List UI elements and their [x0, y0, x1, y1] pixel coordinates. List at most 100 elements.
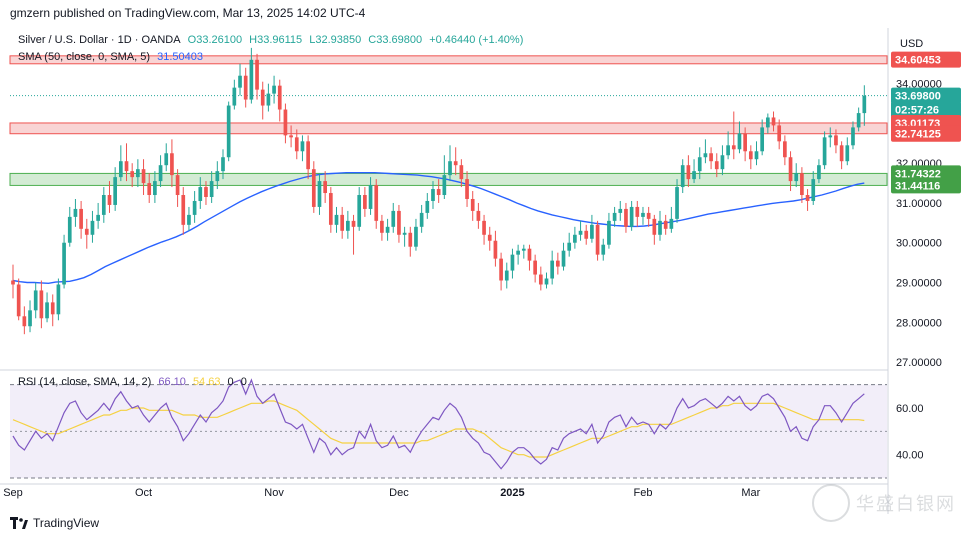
rsi-legend-value: 66.10: [158, 376, 186, 388]
candle-body: [419, 212, 424, 227]
candle-body: [624, 208, 628, 227]
candle-body: [629, 206, 634, 227]
candle-body: [90, 220, 95, 235]
candle-body: [584, 230, 589, 239]
candle-body: [760, 127, 765, 152]
candle-body: [141, 169, 146, 184]
candle-body: [726, 145, 730, 156]
price-label-support: 31.74322: [895, 168, 941, 180]
candle-body: [720, 155, 725, 170]
candle-body: [805, 195, 810, 201]
candle-body: [402, 232, 407, 235]
candle-body: [783, 141, 787, 158]
candle-body: [334, 214, 339, 225]
candle-body: [499, 258, 503, 281]
candle-body: [130, 171, 135, 178]
candle-body: [294, 137, 299, 152]
candle-body: [249, 59, 254, 100]
ohlc-low: L32.93850: [309, 34, 362, 46]
y-tick-label: 28.00000: [896, 317, 942, 329]
x-tick-label: Sep: [3, 487, 23, 499]
candle-body: [618, 208, 623, 213]
rsi-legend[interactable]: RSI (14, close, SMA, 14, 2) 66.10 54.63 …: [18, 376, 251, 388]
symbol-legend: Silver / U.S. Dollar · 1D · OANDA O33.26…: [18, 34, 527, 46]
zone-resistance-0: [9, 55, 888, 65]
candle-body: [39, 290, 44, 319]
sma-line: [12, 172, 865, 285]
candle-body: [311, 169, 316, 207]
candle-body: [714, 161, 719, 170]
candle-body: [147, 183, 152, 196]
candle-body: [306, 141, 310, 170]
candle-body: [431, 189, 435, 201]
y-tick-label: 30.00000: [896, 238, 942, 250]
x-tick-label: Dec: [389, 487, 409, 499]
candle-body: [538, 274, 543, 285]
price-label-resistance: 34.60453: [895, 55, 941, 67]
candle-body: [641, 212, 645, 217]
x-tick-label: Nov: [264, 487, 284, 499]
candle-body: [453, 161, 458, 166]
candle-body: [209, 181, 214, 197]
candle-body: [374, 185, 379, 221]
candle-body: [351, 220, 356, 227]
candle-body: [158, 165, 163, 182]
candle-body: [731, 145, 736, 150]
currency-label[interactable]: USD: [900, 38, 924, 50]
tradingview-logo-icon: [10, 517, 28, 529]
candle-body: [663, 220, 668, 229]
price-label-resistance-bg: [891, 51, 961, 68]
publisher-line: gmzern published on TradingView.com, Mar…: [10, 6, 366, 20]
candle-body: [397, 210, 401, 235]
candle-body: [521, 248, 526, 251]
candle-body: [862, 95, 867, 114]
candle-body: [323, 181, 327, 194]
ohlc-change: +0.46440 (+1.40%): [429, 34, 524, 46]
candle-body: [743, 133, 747, 152]
sma-legend[interactable]: SMA (50, close, 0, SMA, 5) 31.50403: [18, 51, 207, 63]
candle-body: [340, 214, 345, 231]
candle-body: [550, 260, 555, 279]
price-label-support-bg: [891, 177, 961, 194]
candle-body: [697, 157, 702, 172]
chart-svg[interactable]: 27.00000 28.00000 29.00000 30.00000 31.00000…: [0, 28, 964, 514]
chart-area[interactable]: 27.00000 28.00000 29.00000 30.00000 31.00000…: [0, 28, 964, 514]
price-label-support: 31.44116: [895, 180, 940, 192]
footer-brand[interactable]: TradingView: [10, 516, 99, 530]
candle-body: [153, 181, 157, 196]
candle-body: [754, 151, 759, 160]
candle-body: [675, 187, 679, 219]
candle-body: [448, 161, 452, 176]
candle-body: [811, 179, 816, 201]
watermark: 华盛白银网: [812, 484, 956, 522]
candle-body: [800, 173, 804, 196]
rsi-legend-extra-1: 0: [227, 376, 234, 388]
candle-body: [601, 244, 606, 255]
candle-body: [96, 214, 100, 221]
candle-body: [277, 85, 282, 110]
candle-body: [465, 179, 469, 199]
candle-body: [856, 113, 861, 128]
candle-body: [289, 135, 293, 138]
candle-body: [317, 181, 322, 207]
candle-body: [817, 165, 821, 180]
candle-body: [788, 157, 793, 182]
candle-body: [101, 195, 106, 215]
ohlc-close: C33.69800: [368, 34, 423, 46]
candle-body: [198, 187, 203, 201]
candle-body: [669, 218, 674, 229]
y-tick-label: 27.00000: [896, 357, 942, 369]
rsi-legend-extra-2: 0: [240, 376, 247, 388]
candle-body: [175, 175, 180, 196]
candle-body: [164, 153, 169, 166]
candle-body: [391, 210, 396, 227]
candle-body: [408, 232, 413, 247]
candle-body: [192, 200, 197, 215]
ohlc-open: O33.26100: [187, 34, 243, 46]
candle-body: [113, 177, 118, 205]
candle-body: [595, 224, 600, 255]
candle-body: [703, 153, 708, 158]
candle-body: [272, 85, 276, 94]
candle-body: [73, 208, 78, 217]
candle-body: [516, 250, 520, 255]
